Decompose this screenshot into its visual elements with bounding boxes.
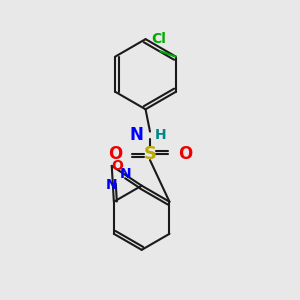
Text: S: S [143,145,157,163]
Text: O: O [178,145,192,163]
Text: O: O [108,145,122,163]
Text: H: H [154,128,166,142]
Text: Cl: Cl [152,32,166,46]
Text: O: O [111,159,123,173]
Text: N: N [119,167,131,181]
Text: N: N [130,126,143,144]
Text: N: N [106,178,117,192]
